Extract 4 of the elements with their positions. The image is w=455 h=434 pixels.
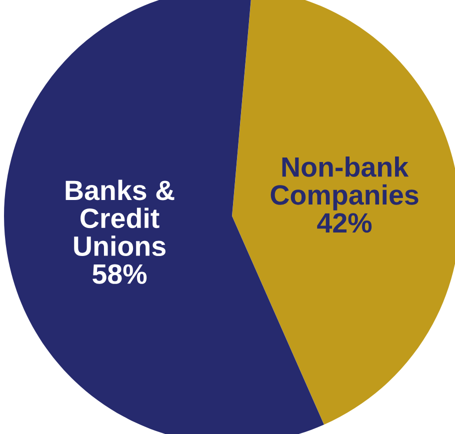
data-label: 58% xyxy=(92,264,147,284)
slice-label: Non-bank Companies xyxy=(270,156,418,210)
data-label: 42% xyxy=(317,213,372,233)
slice-label: Banks & Credit Unions xyxy=(66,180,174,256)
